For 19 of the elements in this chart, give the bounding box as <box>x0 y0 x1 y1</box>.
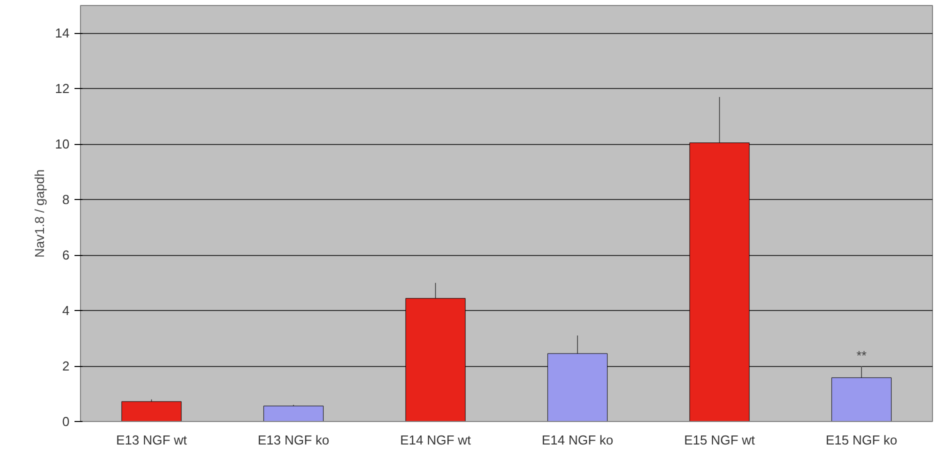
y-axis-title: Nav1.8 / gapdh <box>32 169 48 258</box>
y-tick-label: 12 <box>55 81 70 96</box>
annotation: ** <box>856 348 867 364</box>
bar <box>831 377 892 422</box>
y-tick-label: 14 <box>55 26 70 41</box>
y-tick-label: 8 <box>62 192 70 208</box>
x-tick-label: E13 NGF ko <box>258 432 330 448</box>
x-tick-label: E15 NGF ko <box>826 432 898 448</box>
x-tick-label: E14 NGF ko <box>542 432 614 448</box>
y-tick-label: 6 <box>62 248 70 263</box>
y-tick-label: 0 <box>62 414 70 429</box>
x-tick-label: E15 NGF wt <box>684 432 756 448</box>
y-tick-label: 10 <box>55 136 70 152</box>
bar <box>121 401 182 422</box>
x-tick-label: E14 NGF wt <box>400 432 472 448</box>
y-tick-label: 4 <box>62 303 70 318</box>
bar <box>263 406 324 422</box>
y-tick-label: 2 <box>62 358 70 374</box>
x-tick-label: E13 NGF wt <box>116 432 188 448</box>
